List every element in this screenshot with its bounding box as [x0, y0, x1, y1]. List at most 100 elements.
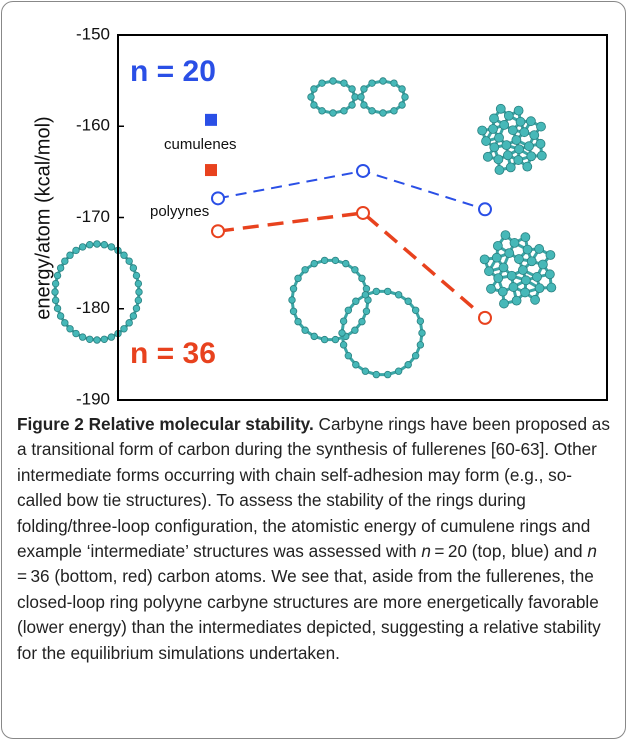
molecule-atom — [511, 135, 522, 145]
molecule-atom — [361, 367, 370, 375]
molecule-atom — [344, 306, 353, 314]
molecule-atom — [331, 256, 340, 265]
molecule-atom — [100, 241, 108, 249]
molecule-atom — [545, 250, 556, 260]
molecule-atom — [416, 317, 425, 325]
molecule-atom — [520, 275, 531, 286]
molecule-atom — [511, 295, 522, 306]
molecule-atom — [339, 341, 348, 349]
molecule-atom — [411, 352, 420, 360]
molecule-atom — [514, 144, 524, 155]
molecule — [51, 240, 143, 344]
data-point — [356, 163, 370, 178]
molecule-atom — [310, 259, 318, 268]
molecule-atom — [107, 243, 116, 251]
molecule-atom — [318, 107, 326, 115]
molecule-atom — [344, 352, 353, 360]
molecule-atom — [498, 262, 509, 273]
molecule-bond — [53, 242, 141, 342]
molecule-atom — [401, 93, 409, 101]
molecule-atom — [368, 79, 376, 87]
molecule-atom — [544, 269, 555, 280]
molecule-atom — [351, 266, 359, 274]
molecule-atom — [507, 125, 518, 136]
molecule-atom — [342, 259, 350, 268]
molecule-atom — [497, 286, 508, 297]
molecule-atom — [107, 333, 116, 341]
y-tick-label: -180 — [76, 298, 110, 317]
molecule-atom — [513, 105, 524, 116]
molecule-atom — [484, 266, 494, 277]
molecule-atom — [53, 271, 62, 280]
molecule-atom — [358, 317, 366, 326]
molecule-atom — [320, 256, 329, 265]
molecule-atom — [494, 132, 504, 143]
molecule-atom — [72, 329, 80, 338]
molecule-atom — [368, 107, 376, 115]
molecule-atom — [56, 264, 65, 272]
molecule-atom — [489, 142, 500, 153]
data-point — [478, 310, 492, 325]
y-axis-label: energy/atom (kcal/mol) — [32, 116, 54, 319]
molecule-atom — [526, 256, 537, 267]
molecule-atom — [294, 274, 302, 283]
molecule-atom — [132, 304, 141, 313]
molecule-atom — [515, 116, 526, 127]
molecule-atom — [526, 116, 536, 127]
molecule-atom — [546, 282, 557, 293]
molecule-atom — [61, 257, 69, 265]
data-point — [478, 202, 492, 217]
molecule-atom — [125, 257, 133, 265]
molecule-atom — [509, 238, 520, 248]
molecule-atom — [536, 121, 546, 132]
molecule-atom — [61, 319, 69, 327]
molecule-atom — [493, 273, 504, 284]
molecule-atom — [534, 283, 545, 294]
molecule-atom — [362, 307, 371, 315]
caption-text: n — [421, 541, 431, 562]
molecule-atom — [513, 155, 524, 165]
data-point — [211, 224, 225, 239]
molecule-atom — [129, 312, 138, 320]
molecule-atom — [72, 246, 80, 255]
molecule-atom — [339, 317, 348, 325]
molecule-atom — [307, 93, 315, 101]
molecule-atom — [519, 127, 530, 138]
molecule-atom — [379, 109, 387, 117]
molecule-atom — [338, 329, 346, 337]
molecule-atom — [520, 287, 530, 298]
molecule-atom — [125, 319, 133, 327]
molecule-atom — [535, 138, 546, 149]
molecule-atom — [318, 79, 326, 87]
molecule-atom — [331, 335, 340, 344]
molecule-atom — [310, 101, 318, 109]
molecule-atom — [51, 296, 60, 305]
molecule-atom — [398, 85, 406, 93]
molecule-atom — [78, 243, 87, 251]
molecule-atom — [100, 335, 108, 343]
molecule-atom — [479, 254, 490, 265]
molecule-atom — [491, 252, 502, 263]
molecule-atom — [499, 298, 509, 309]
molecule-atom — [481, 136, 491, 146]
molecule-atom — [348, 101, 356, 109]
molecule-atom — [340, 79, 348, 87]
molecule — [307, 77, 359, 117]
molecule-atom — [53, 304, 62, 313]
molecule-atom — [93, 240, 101, 248]
molecule-atom — [288, 296, 296, 304]
molecule-atom — [348, 85, 356, 93]
annotation: cumulenes — [164, 136, 237, 153]
cumulene-marker — [205, 164, 217, 177]
molecule-atom — [500, 230, 511, 241]
molecule-atom — [357, 93, 365, 101]
molecule-atom — [416, 341, 425, 349]
molecule-atom — [536, 150, 547, 161]
molecule-atom — [51, 279, 60, 288]
molecule-atom — [329, 109, 337, 117]
molecule-atom — [486, 283, 496, 294]
molecule-atom — [372, 287, 381, 296]
molecule-atom — [329, 77, 337, 85]
molecule-atom — [93, 336, 101, 344]
